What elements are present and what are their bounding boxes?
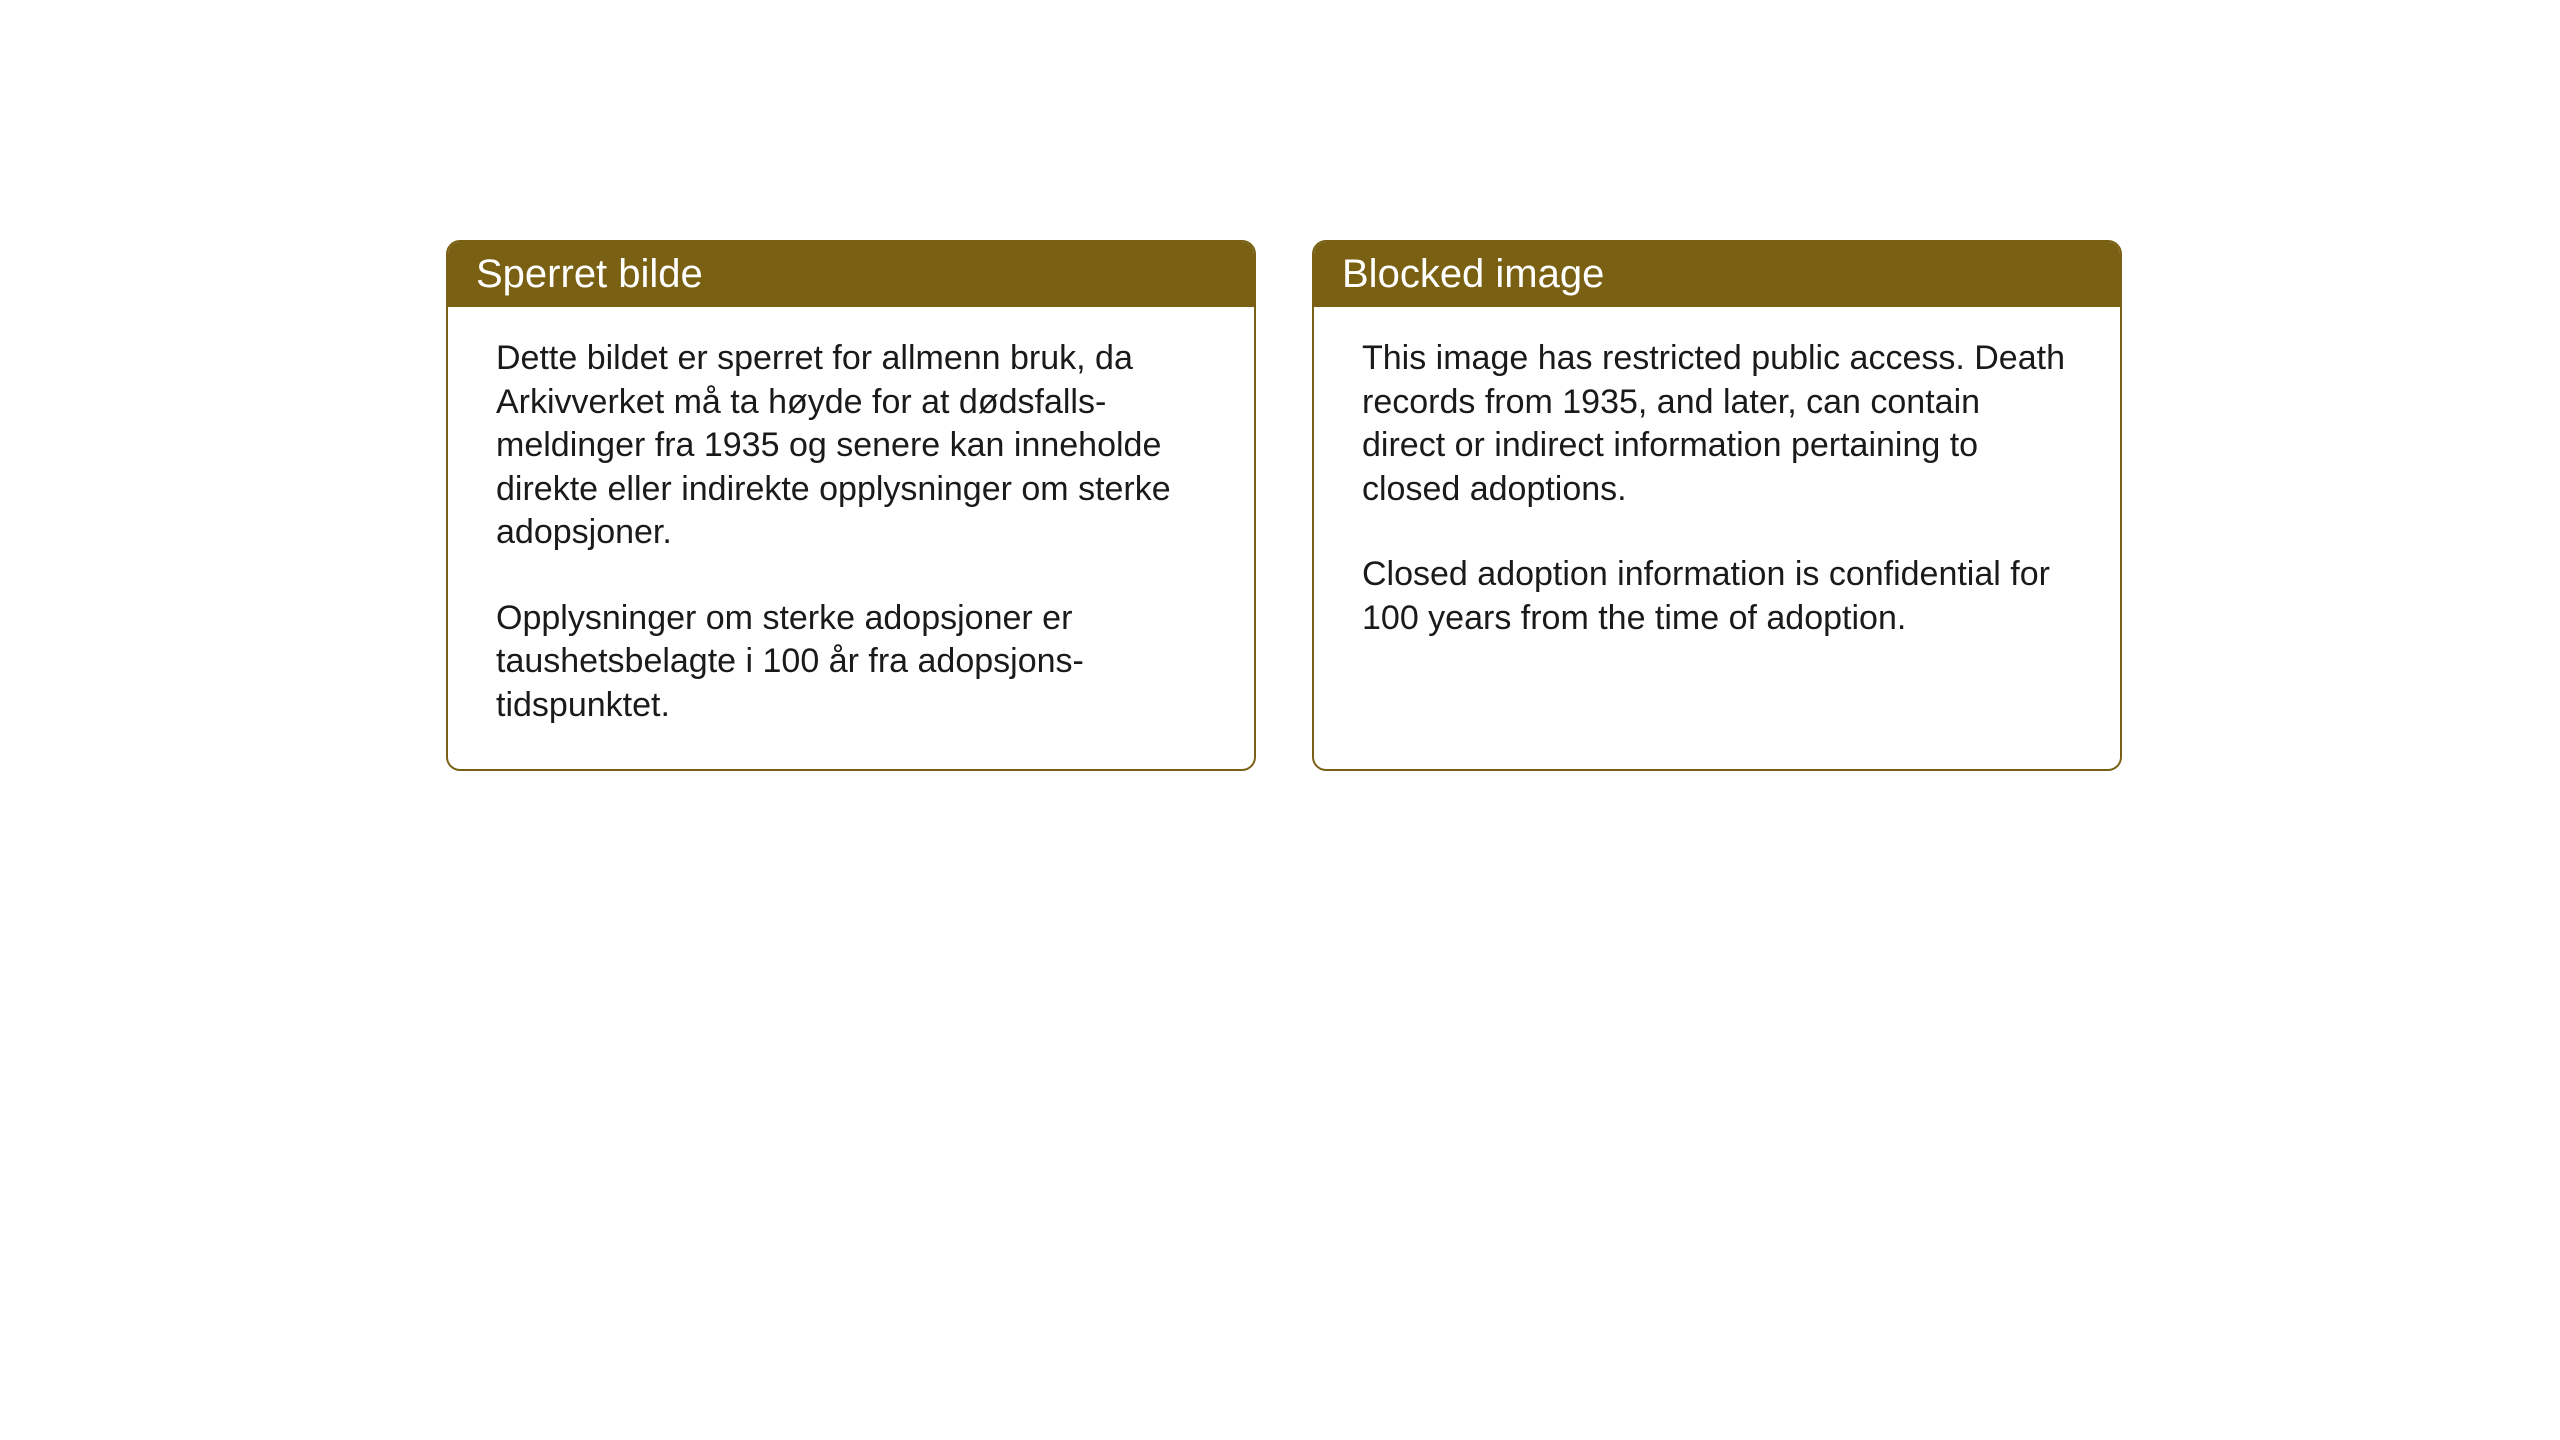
notice-container: Sperret bilde Dette bildet er sperret fo… (446, 240, 2122, 771)
notice-header-english: Blocked image (1314, 242, 2120, 307)
notice-body-english: This image has restricted public access.… (1314, 307, 2120, 740)
notice-card-norwegian: Sperret bilde Dette bildet er sperret fo… (446, 240, 1256, 771)
notice-paragraph: This image has restricted public access.… (1362, 337, 2072, 511)
notice-card-english: Blocked image This image has restricted … (1312, 240, 2122, 771)
notice-body-norwegian: Dette bildet er sperret for allmenn bruk… (448, 307, 1254, 769)
notice-paragraph: Opplysninger om sterke adopsjoner er tau… (496, 597, 1206, 728)
notice-paragraph: Dette bildet er sperret for allmenn bruk… (496, 337, 1206, 555)
notice-paragraph: Closed adoption information is confident… (1362, 553, 2072, 640)
notice-header-norwegian: Sperret bilde (448, 242, 1254, 307)
